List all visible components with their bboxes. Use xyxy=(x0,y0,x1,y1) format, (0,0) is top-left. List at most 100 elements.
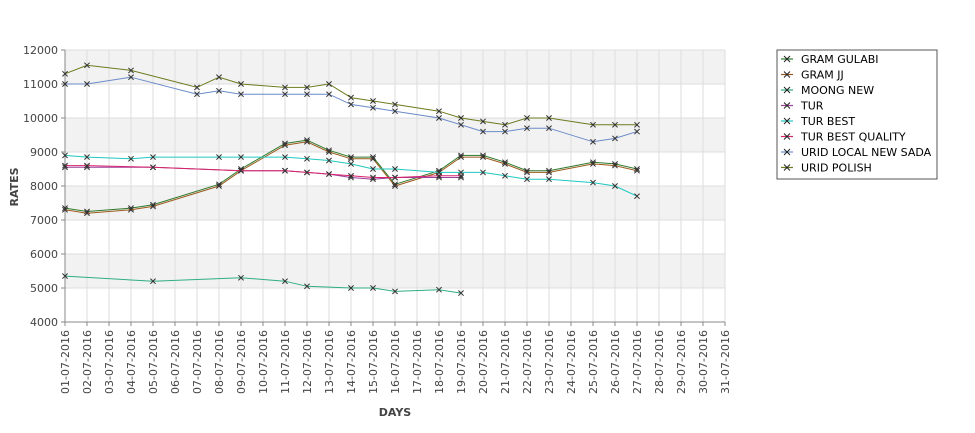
data-point xyxy=(590,160,596,167)
data-point xyxy=(392,174,398,181)
data-point xyxy=(502,160,508,167)
data-point xyxy=(62,273,68,280)
data-point xyxy=(62,152,68,159)
x-tick-label: 22-07-2016 xyxy=(521,330,534,394)
data-point xyxy=(128,67,134,74)
data-point xyxy=(612,121,618,128)
legend-label: MOONG NEW xyxy=(801,84,874,97)
data-point xyxy=(612,135,618,142)
data-point xyxy=(480,169,486,176)
data-point xyxy=(348,285,354,291)
data-point xyxy=(590,121,596,128)
data-point xyxy=(128,74,134,81)
data-point xyxy=(524,125,530,132)
data-point xyxy=(62,206,68,213)
data-point xyxy=(282,154,288,161)
y-tick-label: 7000 xyxy=(30,214,58,227)
x-tick-label: 13-07-2016 xyxy=(323,330,336,394)
data-point xyxy=(216,87,222,94)
data-point xyxy=(128,155,134,162)
data-point xyxy=(84,154,90,161)
data-point xyxy=(62,81,68,87)
data-point xyxy=(150,203,156,210)
data-point xyxy=(634,167,640,174)
data-point xyxy=(436,108,442,115)
data-point xyxy=(282,84,288,91)
legend-label: TUR BEST QUALITY xyxy=(800,131,906,144)
legend-item: URID LOCAL NEW SADA xyxy=(781,146,932,159)
series-line xyxy=(64,275,462,294)
data-point xyxy=(62,70,68,77)
data-point xyxy=(194,84,200,91)
y-axis-title: RATES xyxy=(8,167,21,206)
y-tick-label: 5000 xyxy=(30,282,58,295)
legend-marker xyxy=(783,86,791,94)
series-lines xyxy=(62,62,640,297)
y-tick-label: 8000 xyxy=(30,180,58,193)
legend-item: GRAM JJ xyxy=(781,69,844,82)
data-point xyxy=(370,98,376,104)
legend-item: TUR BEST xyxy=(781,115,855,128)
legend-marker xyxy=(783,148,791,156)
data-point xyxy=(150,278,156,285)
data-point xyxy=(436,115,442,121)
legend-marker xyxy=(783,133,791,140)
data-point xyxy=(84,162,90,169)
x-tick-label: 19-07-2016 xyxy=(455,330,468,394)
y-tick-labels: 4000 5000 6000 7000 8000 9000 10000 11000 12000 xyxy=(23,44,58,329)
data-point xyxy=(194,91,200,98)
data-point xyxy=(502,159,508,166)
data-point xyxy=(216,74,222,81)
data-point xyxy=(238,81,244,87)
legend-marker xyxy=(783,55,791,63)
data-point xyxy=(436,286,442,293)
x-tick-label: 12-07-2016 xyxy=(301,330,314,394)
data-point xyxy=(370,104,376,111)
legend-item: URID POLISH xyxy=(781,162,872,175)
data-point xyxy=(480,154,486,161)
y-tick-label: 4000 xyxy=(30,316,58,329)
x-tick-label: 21-07-2016 xyxy=(499,330,512,394)
data-point xyxy=(304,155,310,162)
data-point xyxy=(128,206,134,213)
data-point xyxy=(304,91,310,98)
legend-label: TUR BEST xyxy=(800,115,855,128)
data-point xyxy=(392,166,398,172)
y-tick-label: 11000 xyxy=(23,78,58,91)
data-point xyxy=(84,81,90,87)
x-tick-label: 10-07-2016 xyxy=(257,330,270,394)
data-point xyxy=(370,285,376,291)
legend-marker xyxy=(783,164,791,171)
legend-label: URID LOCAL NEW SADA xyxy=(801,146,932,159)
x-tick-label: 28-07-2016 xyxy=(653,330,666,394)
data-point xyxy=(216,154,222,161)
data-point xyxy=(326,171,332,178)
data-point xyxy=(546,176,552,183)
series-line xyxy=(65,165,461,178)
data-point xyxy=(150,164,156,171)
data-point xyxy=(458,290,464,297)
data-point xyxy=(612,183,618,189)
x-tick-label: 05-07-2016 xyxy=(147,330,160,394)
data-point xyxy=(326,91,332,98)
data-point xyxy=(348,101,354,108)
data-point xyxy=(612,162,618,169)
legend-item: GRAM GULABI xyxy=(781,53,879,66)
legend-label: GRAM JJ xyxy=(801,69,844,82)
data-point xyxy=(370,174,376,181)
x-axis-title: DAYS xyxy=(379,406,412,419)
data-point xyxy=(348,172,354,179)
data-point xyxy=(634,128,640,135)
data-point xyxy=(304,169,310,176)
data-point xyxy=(238,91,244,98)
legend-label: URID POLISH xyxy=(801,162,872,175)
data-point xyxy=(480,118,486,125)
data-point xyxy=(370,166,376,172)
data-point xyxy=(326,81,332,87)
data-point xyxy=(348,155,354,162)
data-point xyxy=(392,108,398,115)
data-point xyxy=(634,193,640,200)
data-point xyxy=(524,176,530,183)
data-point xyxy=(458,121,464,128)
x-tick-label: 24-07-2016 xyxy=(565,330,578,394)
